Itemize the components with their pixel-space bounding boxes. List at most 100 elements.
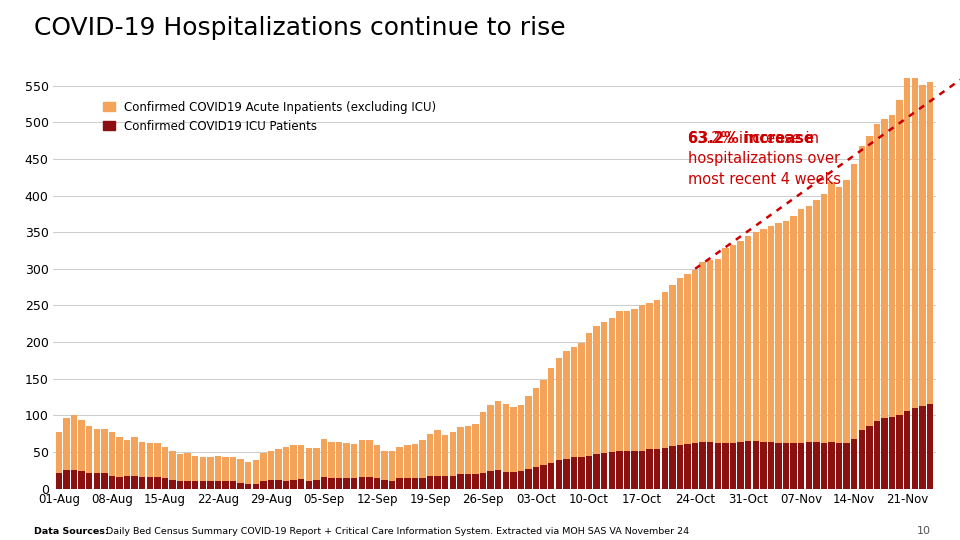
Bar [442,476,448,489]
Bar [373,446,380,478]
Bar [336,442,343,478]
Bar [912,71,918,408]
Bar [897,100,902,415]
Bar [677,278,684,445]
Bar [161,447,168,478]
Bar [609,318,615,452]
Bar [805,442,812,489]
Bar [207,457,213,481]
Bar [586,456,592,489]
Bar [533,388,540,468]
Bar [71,470,77,489]
Bar [93,429,100,472]
Bar [578,343,585,457]
Bar [351,444,357,478]
Bar [472,474,479,489]
Bar [291,480,297,489]
Bar [305,448,312,481]
Bar [646,449,653,489]
Bar [714,443,721,489]
Bar [564,460,569,489]
Bar [169,480,176,489]
Bar [828,442,834,489]
Bar [858,430,865,489]
Bar [449,476,456,489]
Text: Data Sources:: Data Sources: [34,526,108,536]
Bar [646,302,653,449]
Bar [465,474,471,489]
Bar [223,457,228,481]
Bar [480,413,487,472]
Bar [616,310,623,451]
Bar [897,415,902,489]
Bar [661,448,668,489]
Bar [782,221,789,443]
Bar [540,380,547,464]
Bar [245,462,252,484]
Bar [457,474,464,489]
Bar [548,463,555,489]
Bar [510,472,516,489]
Bar [813,442,820,489]
Bar [889,417,896,489]
Bar [488,405,493,471]
Bar [776,222,781,443]
Bar [540,464,547,489]
Bar [169,450,176,480]
Bar [616,451,623,489]
Bar [661,292,668,448]
Bar [404,446,411,478]
Bar [805,206,812,442]
Bar [684,444,691,489]
Bar [760,230,766,442]
Bar [593,326,600,454]
Legend: Confirmed COVID19 Acute Inpatients (excluding ICU), Confirmed COVID19 ICU Patien: Confirmed COVID19 Acute Inpatients (excl… [103,100,436,132]
Bar [79,471,84,489]
Bar [632,309,637,451]
Bar [813,200,820,442]
Bar [139,477,145,489]
Bar [684,274,691,444]
Bar [276,449,281,480]
Bar [420,478,425,489]
Bar [434,476,441,489]
Bar [427,476,433,489]
Bar [215,456,221,481]
Bar [245,484,252,489]
Bar [730,245,736,443]
Bar [495,401,501,470]
Bar [472,424,479,474]
Bar [866,426,873,489]
Bar [768,442,774,489]
Bar [708,442,713,489]
Bar [79,420,84,471]
Bar [654,300,660,449]
Bar [632,451,637,489]
Bar [313,448,320,480]
Bar [564,351,569,460]
Bar [124,440,131,476]
Bar [708,260,713,442]
Bar [722,248,729,443]
Bar [570,457,577,489]
Bar [177,481,183,489]
Bar [525,396,532,469]
Bar [328,442,335,478]
Bar [517,405,524,471]
Bar [821,443,828,489]
Bar [305,481,312,489]
Bar [798,443,804,489]
Bar [502,472,509,489]
Bar [139,442,145,477]
Bar [525,469,532,489]
Bar [609,452,615,489]
Bar [161,478,168,489]
Bar [904,411,910,489]
Bar [200,481,206,489]
Bar [56,432,62,472]
Bar [586,333,592,456]
Bar [745,236,752,441]
Bar [722,443,729,489]
Bar [412,478,419,489]
Bar [298,445,304,479]
